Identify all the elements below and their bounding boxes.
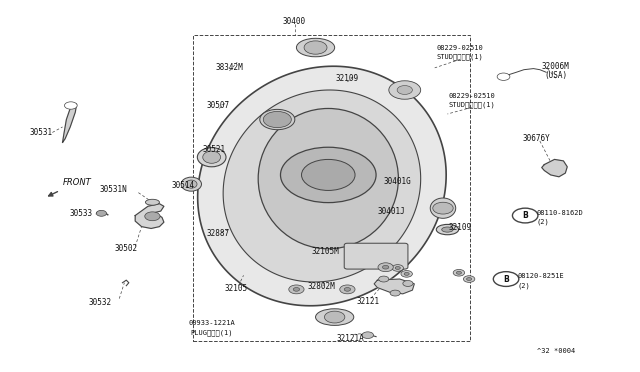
Text: 08120-8251E: 08120-8251E — [518, 273, 564, 279]
Text: 30521: 30521 — [202, 145, 225, 154]
Text: B: B — [503, 275, 509, 283]
Text: PLUGプラグ(1): PLUGプラグ(1) — [191, 329, 233, 336]
Polygon shape — [223, 90, 420, 282]
Ellipse shape — [436, 224, 459, 235]
Text: 30401G: 30401G — [384, 177, 412, 186]
Circle shape — [383, 265, 389, 269]
Circle shape — [289, 285, 304, 294]
Polygon shape — [63, 104, 77, 142]
Ellipse shape — [145, 199, 159, 205]
Ellipse shape — [258, 109, 398, 249]
Text: 08110-8162D: 08110-8162D — [537, 209, 584, 216]
Text: 32109: 32109 — [449, 223, 472, 232]
Circle shape — [397, 86, 412, 94]
Ellipse shape — [442, 227, 453, 232]
Circle shape — [324, 311, 345, 323]
Text: 30400: 30400 — [283, 17, 306, 26]
Circle shape — [463, 276, 475, 282]
Circle shape — [379, 276, 389, 282]
Ellipse shape — [203, 151, 221, 163]
Circle shape — [392, 264, 403, 271]
Text: 32887: 32887 — [207, 230, 230, 238]
Ellipse shape — [260, 109, 295, 130]
Text: 38342M: 38342M — [216, 63, 243, 72]
Text: 30401J: 30401J — [378, 207, 405, 217]
Polygon shape — [198, 66, 446, 306]
Text: STUDスタッド(1): STUDスタッド(1) — [448, 101, 495, 108]
Circle shape — [401, 270, 412, 277]
Text: (2): (2) — [518, 282, 531, 289]
Circle shape — [263, 112, 291, 128]
Circle shape — [145, 212, 160, 221]
Circle shape — [65, 102, 77, 109]
Polygon shape — [135, 204, 164, 228]
Text: 30531N: 30531N — [99, 185, 127, 194]
FancyBboxPatch shape — [344, 243, 408, 269]
Ellipse shape — [197, 148, 226, 167]
Text: 08229-02510: 08229-02510 — [437, 45, 484, 51]
Ellipse shape — [316, 309, 354, 326]
Text: (USA): (USA) — [544, 71, 567, 80]
Polygon shape — [374, 279, 414, 294]
Text: (2): (2) — [537, 219, 549, 225]
Bar — [193, 35, 470, 341]
Circle shape — [456, 271, 461, 274]
Circle shape — [344, 288, 351, 291]
Circle shape — [395, 266, 400, 269]
Text: 30502: 30502 — [114, 244, 137, 253]
Circle shape — [467, 278, 472, 280]
Circle shape — [453, 269, 465, 276]
Circle shape — [97, 211, 106, 216]
Text: 32121: 32121 — [357, 297, 380, 306]
Ellipse shape — [186, 180, 197, 188]
Text: 32105: 32105 — [225, 284, 248, 293]
Circle shape — [390, 290, 400, 296]
Text: 32006M: 32006M — [542, 61, 570, 71]
Circle shape — [378, 263, 394, 272]
Circle shape — [301, 160, 355, 190]
Text: 32121A: 32121A — [337, 334, 364, 343]
Circle shape — [280, 147, 376, 203]
Ellipse shape — [296, 38, 335, 57]
Text: 30514: 30514 — [172, 182, 195, 190]
Text: ^32 *0004: ^32 *0004 — [537, 349, 575, 355]
Ellipse shape — [430, 198, 456, 218]
Circle shape — [362, 332, 374, 339]
Text: 30533: 30533 — [70, 209, 93, 218]
Text: FRONT: FRONT — [63, 178, 92, 187]
Polygon shape — [541, 160, 567, 177]
Circle shape — [403, 280, 413, 286]
Text: 30531: 30531 — [29, 128, 52, 137]
Text: 30532: 30532 — [88, 298, 112, 307]
Text: 30676Y: 30676Y — [523, 134, 550, 143]
Circle shape — [404, 272, 409, 275]
Circle shape — [389, 81, 420, 99]
Text: 08229-02510: 08229-02510 — [448, 93, 495, 99]
Circle shape — [304, 41, 327, 54]
Circle shape — [340, 285, 355, 294]
Text: 00933-1221A: 00933-1221A — [188, 320, 235, 326]
Text: 32802M: 32802M — [307, 282, 335, 291]
Text: 32105M: 32105M — [311, 247, 339, 256]
Text: 32109: 32109 — [336, 74, 359, 83]
Circle shape — [497, 73, 510, 80]
Text: STUDスタッド(1): STUDスタッド(1) — [437, 53, 484, 60]
Text: 30507: 30507 — [207, 101, 230, 110]
Text: B: B — [522, 211, 528, 220]
Circle shape — [493, 272, 519, 286]
Circle shape — [293, 288, 300, 291]
Ellipse shape — [181, 177, 202, 191]
Circle shape — [513, 208, 538, 223]
Circle shape — [433, 202, 453, 214]
